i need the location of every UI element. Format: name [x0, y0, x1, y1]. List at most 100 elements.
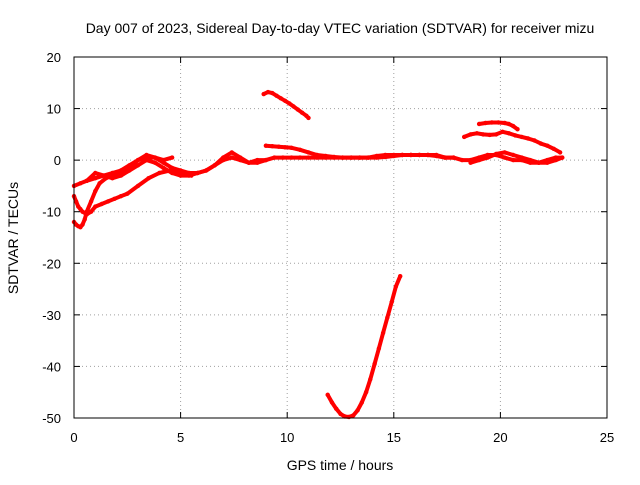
data-point: [551, 146, 556, 151]
data-point: [73, 199, 79, 204]
data-point: [195, 170, 200, 176]
data-point: [400, 152, 405, 158]
y-tick-label: -50: [42, 411, 61, 426]
data-point: [376, 346, 382, 351]
data-point: [246, 160, 251, 165]
data-point: [493, 151, 499, 157]
data-point: [186, 173, 192, 178]
data-point: [261, 91, 266, 97]
data-point: [519, 155, 524, 160]
data-point: [144, 157, 149, 163]
data-point: [78, 181, 83, 186]
data-point: [340, 155, 345, 160]
data-point: [506, 121, 512, 127]
data-point: [493, 132, 499, 137]
data-point: [270, 144, 275, 149]
data-point: [451, 155, 456, 160]
data-point: [385, 315, 390, 320]
data-point: [161, 157, 166, 163]
data-point: [263, 157, 269, 163]
data-point: [82, 217, 87, 222]
data-point: [489, 120, 495, 125]
data-point: [553, 157, 558, 163]
data-point: [393, 284, 399, 289]
data-point: [380, 330, 386, 336]
data-point: [157, 170, 162, 176]
data-point: [372, 361, 377, 367]
x-tick-label: 25: [600, 430, 614, 445]
x-tick-label: 5: [177, 430, 184, 445]
data-point: [274, 93, 279, 98]
data-point: [297, 147, 303, 152]
data-point: [270, 90, 275, 96]
data-series-layer: [71, 89, 565, 420]
data-point: [99, 201, 104, 207]
data-point: [221, 155, 226, 160]
data-point: [417, 152, 422, 158]
y-tick-label: 0: [54, 153, 61, 168]
data-point: [442, 155, 448, 160]
data-point: [496, 120, 501, 125]
data-point: [169, 170, 175, 176]
data-point: [101, 173, 107, 178]
series-line-late-arc-a: [462, 129, 563, 155]
x-axis-title: GPS time / hours: [287, 457, 394, 473]
data-point: [357, 155, 362, 160]
data-point: [263, 143, 269, 148]
data-point: [334, 406, 339, 411]
data-point: [204, 168, 209, 173]
data-point: [80, 222, 85, 227]
x-tick-label: 15: [387, 430, 401, 445]
series-line-early-arc-c: [84, 150, 268, 183]
data-point: [276, 144, 281, 149]
y-tick-label: -10: [42, 205, 61, 220]
data-point: [532, 138, 537, 143]
data-point: [513, 133, 518, 138]
chart-title: Day 007 of 2023, Sidereal Day-to-day VTE…: [86, 20, 595, 36]
data-point: [229, 155, 234, 160]
data-point: [299, 110, 305, 115]
data-point: [84, 212, 90, 217]
data-point: [425, 152, 431, 158]
y-tick-label: -20: [42, 256, 61, 271]
data-point: [297, 155, 303, 160]
data-point: [93, 204, 98, 209]
data-point: [212, 163, 217, 168]
data-point: [144, 152, 149, 158]
data-point: [169, 155, 175, 160]
data-point: [374, 155, 379, 160]
data-point: [462, 134, 467, 140]
data-point: [84, 178, 90, 183]
data-point: [368, 377, 373, 382]
data-point: [485, 155, 490, 160]
data-point: [359, 400, 364, 405]
data-point: [519, 134, 524, 140]
data-point: [306, 115, 311, 121]
data-point: [389, 299, 394, 305]
y-tick-label: -40: [42, 359, 61, 374]
data-point: [325, 392, 330, 397]
data-point: [338, 411, 343, 417]
data-point: [93, 176, 98, 181]
data-point: [135, 183, 141, 189]
data-point: [289, 155, 294, 160]
y-axis-title: SDTVAR / TECUs: [5, 182, 21, 294]
data-point: [306, 150, 311, 155]
data-point: [152, 155, 158, 160]
data-point: [511, 123, 516, 129]
data-point: [97, 181, 102, 186]
data-point: [146, 176, 151, 181]
data-point: [481, 132, 486, 137]
data-point: [355, 408, 360, 413]
data-point: [487, 132, 492, 138]
data-point: [255, 160, 260, 165]
x-tick-label: 0: [70, 430, 77, 445]
y-tick-label: 20: [47, 50, 61, 65]
data-point: [468, 132, 473, 137]
axis-ticks: 0 5 10 15 20 25 -50 -40 -30 -20 -10 0 10 20: [42, 50, 614, 445]
y-tick-label: 10: [47, 102, 61, 117]
data-point: [282, 145, 288, 150]
data-point: [152, 160, 158, 165]
